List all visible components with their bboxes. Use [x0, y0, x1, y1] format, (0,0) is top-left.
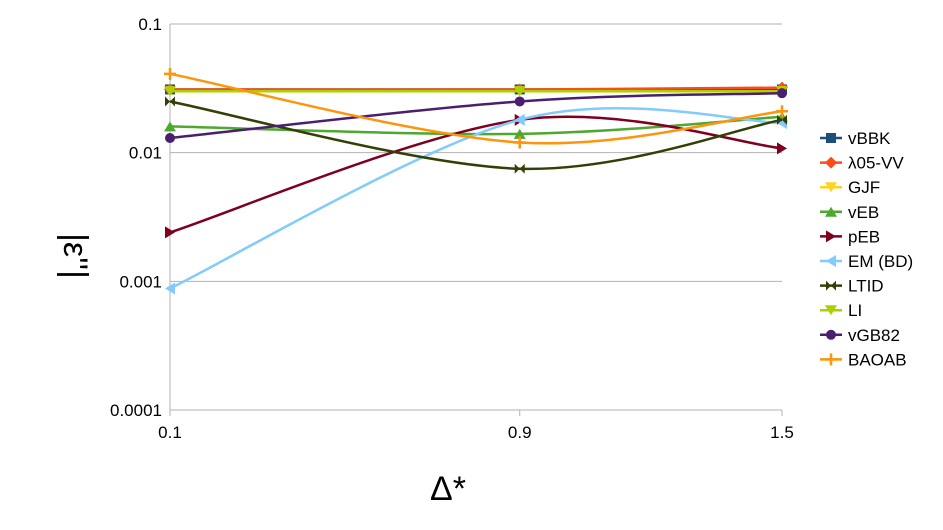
- legend-label: LI: [848, 301, 862, 320]
- legend-marker: [826, 230, 836, 243]
- legend-label: EM (BD): [848, 252, 913, 271]
- data-point: [164, 67, 176, 80]
- data-point: [777, 114, 787, 125]
- data-point: [164, 86, 176, 97]
- data-point: [514, 163, 525, 174]
- legend-item: vGB82: [820, 326, 900, 345]
- legend-label: pEB: [848, 227, 880, 246]
- legend-label: LTID: [848, 277, 884, 296]
- y-tick-label: 0.01: [129, 144, 162, 163]
- legend-marker: [826, 329, 836, 340]
- legend-marker: [825, 305, 837, 316]
- data-point: [513, 128, 526, 139]
- legend-item: BAOAB: [820, 350, 907, 369]
- series-line: [169, 107, 783, 290]
- legend-item: LTID: [820, 277, 884, 296]
- series-lines: [164, 67, 788, 295]
- legend-item: vEB: [820, 203, 879, 222]
- legend-marker: [825, 182, 837, 193]
- legend-label: vBBK: [848, 129, 891, 148]
- legend-item: λ05-VV: [820, 154, 904, 173]
- y-tick-label: 0.001: [119, 272, 162, 291]
- x-tick-label: 1.5: [770, 423, 794, 442]
- data-point: [514, 113, 525, 126]
- grid-lines: [169, 23, 783, 416]
- series-9: [164, 67, 788, 149]
- legend-item: EM (BD): [820, 252, 913, 271]
- series-line: [169, 86, 783, 91]
- legend-label: GJF: [848, 178, 880, 197]
- legend-marker: [826, 280, 836, 291]
- x-tick-label: 0.9: [508, 423, 532, 442]
- legend-item: vBBK: [820, 129, 891, 148]
- data-point: [776, 105, 788, 118]
- legend-marker: [825, 353, 837, 366]
- y-axis-title: |ε''|: [56, 233, 94, 279]
- legend: vBBK λ05-VV GJF vEB pEB EM (BD) LTID LI vGB82 BAO…: [820, 129, 913, 369]
- data-point: [777, 142, 787, 155]
- legend-item: pEB: [820, 227, 880, 246]
- x-tick-label: 0.1: [158, 423, 182, 442]
- data-point: [513, 136, 526, 149]
- data-point: [777, 88, 787, 99]
- series-8: [165, 88, 787, 144]
- legend-marker: [825, 206, 837, 217]
- data-point: [165, 282, 175, 295]
- x-axis-title: Δ*: [430, 470, 466, 508]
- legend-item: GJF: [820, 178, 880, 197]
- x-tick-labels: 0.1 0.9 1.5: [158, 423, 794, 442]
- legend-label: λ05-VV: [848, 154, 904, 173]
- data-point: [165, 226, 175, 239]
- data-point: [165, 96, 175, 107]
- y-tick-label: 0.0001: [110, 401, 162, 420]
- legend-marker: [826, 133, 836, 143]
- legend-marker: [826, 255, 836, 267]
- legend-label: vGB82: [848, 326, 900, 345]
- data-point: [165, 133, 175, 144]
- legend-label: vEB: [848, 203, 879, 222]
- series-6: [165, 96, 787, 174]
- legend-marker: [825, 156, 837, 169]
- data-point: [514, 96, 525, 107]
- series-4: [165, 113, 787, 239]
- data-point: [513, 86, 526, 97]
- y-tick-labels: 0.0001 0.001 0.01 0.1: [110, 15, 162, 420]
- y-tick-label: 0.1: [138, 15, 162, 34]
- data-point: [164, 121, 176, 132]
- legend-item: LI: [820, 301, 862, 320]
- legend-label: BAOAB: [848, 350, 907, 369]
